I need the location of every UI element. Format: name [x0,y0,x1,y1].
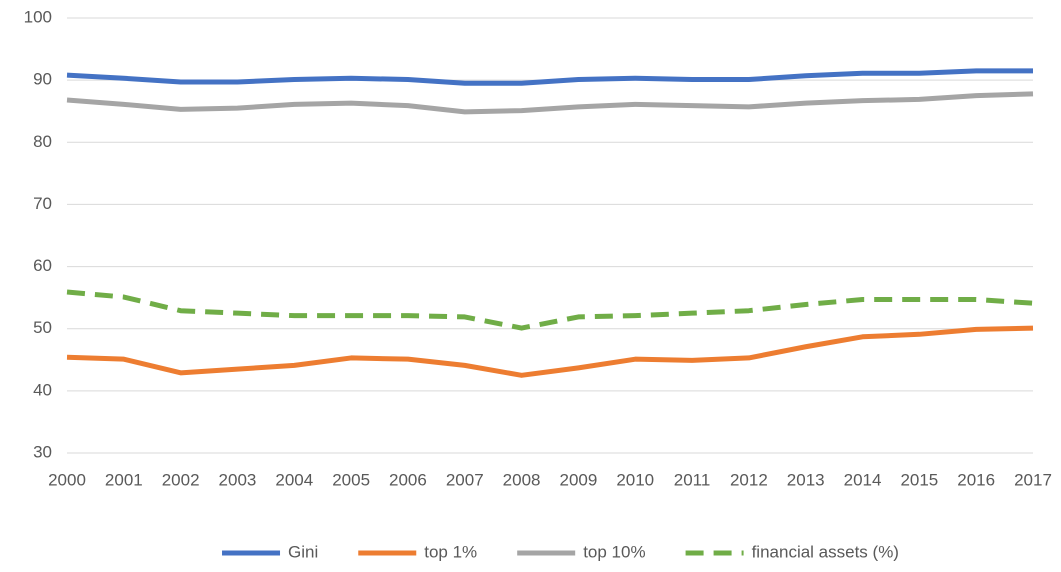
legend-label: top 1% [424,542,477,561]
x-tick-label: 2010 [616,470,654,489]
x-tick-label: 2007 [446,470,484,489]
x-tick-label: 2016 [957,470,995,489]
y-tick-label: 70 [33,194,52,213]
series-line [66,289,1034,331]
x-tick-label: 2008 [503,470,541,489]
x-tick-label: 2006 [389,470,427,489]
x-tick-label: 2004 [275,470,313,489]
y-tick-label: 100 [24,7,52,26]
x-tick-label: 2001 [105,470,143,489]
y-tick-label: 40 [33,380,52,399]
y-tick-label: 30 [33,442,52,461]
x-tick-label: 2005 [332,470,370,489]
y-tick-label: 90 [33,70,52,89]
y-tick-label: 50 [33,318,52,337]
series-line [66,325,1034,378]
x-tick-label: 2002 [162,470,200,489]
x-tick-label: 2012 [730,470,768,489]
y-tick-label: 80 [33,132,52,151]
x-tick-label: 2003 [219,470,257,489]
legend-label: financial assets (%) [752,542,899,561]
series-line [66,68,1033,86]
x-tick-label: 2017 [1014,470,1052,489]
x-tick-label: 2015 [900,470,938,489]
y-tick-label: 60 [33,256,52,275]
x-tick-label: 2011 [674,470,711,489]
legend-label: Gini [288,542,318,561]
x-tick-label: 2009 [559,470,597,489]
x-tick-label: 2000 [48,470,86,489]
x-tick-label: 2014 [844,470,882,489]
series-line [66,91,1034,115]
legend-label: top 10% [583,542,645,561]
x-tick-label: 2013 [787,470,825,489]
